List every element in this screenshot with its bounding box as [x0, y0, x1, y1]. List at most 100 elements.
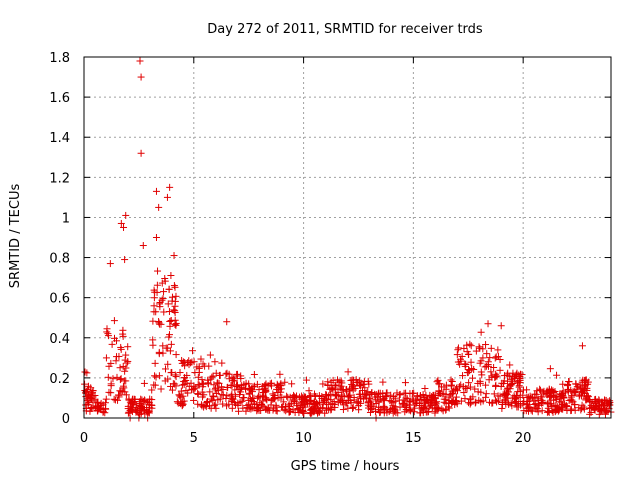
data-point: [154, 267, 162, 275]
data-point: [263, 396, 271, 404]
data-point: [112, 357, 120, 365]
data-point: [166, 183, 174, 191]
data-point: [168, 297, 176, 305]
data-point: [484, 361, 492, 369]
data-point: [303, 398, 311, 406]
data-point: [390, 405, 398, 413]
data-point: [465, 367, 473, 375]
data-point: [178, 381, 186, 389]
data-point: [233, 383, 241, 391]
data-point: [105, 388, 113, 396]
data-point: [567, 405, 575, 413]
data-point: [148, 401, 156, 409]
data-point: [166, 331, 174, 339]
data-point: [421, 384, 429, 392]
data-point: [531, 404, 539, 412]
data-point: [223, 384, 231, 392]
data-point: [281, 378, 289, 386]
data-point: [493, 398, 501, 406]
data-point: [218, 383, 226, 391]
data-point: [155, 203, 163, 211]
data-point: [89, 397, 97, 405]
data-point: [553, 371, 561, 379]
data-point: [197, 355, 205, 363]
data-point: [228, 404, 236, 412]
data-point: [214, 396, 222, 404]
data-point: [578, 342, 586, 350]
data-point: [239, 404, 247, 412]
data-point: [560, 400, 568, 408]
data-point: [501, 372, 509, 380]
data-point: [499, 391, 507, 399]
data-point: [497, 322, 505, 330]
data-point: [167, 340, 175, 348]
data-point: [214, 387, 222, 395]
data-point: [457, 381, 465, 389]
data-point: [318, 404, 326, 412]
data-point: [156, 298, 164, 306]
data-point: [589, 402, 597, 410]
data-point: [278, 403, 286, 411]
data-point: [215, 379, 223, 387]
data-point: [506, 385, 514, 393]
data-point: [152, 234, 160, 241]
data-point: [549, 408, 557, 416]
data-point: [466, 340, 474, 348]
data-point: [584, 392, 592, 400]
data-point: [258, 402, 266, 410]
data-point: [515, 382, 523, 390]
data-point: [338, 391, 346, 399]
data-point: [477, 368, 485, 376]
data-point: [273, 407, 281, 415]
data-point: [505, 400, 513, 408]
data-point: [85, 394, 93, 402]
data-point: [553, 392, 561, 400]
data-point: [311, 400, 319, 408]
data-point: [262, 386, 270, 394]
data-point: [232, 401, 240, 409]
data-point: [471, 385, 479, 393]
data-point: [436, 380, 444, 388]
data-point: [456, 360, 464, 368]
data-point: [153, 281, 161, 289]
data-point: [137, 410, 145, 418]
data-point: [107, 380, 115, 388]
x-tick-label: 5: [190, 431, 198, 446]
y-axis-label: SRMTID / TECUs: [8, 184, 23, 289]
data-point: [482, 362, 490, 370]
data-point: [262, 380, 270, 388]
data-point: [222, 370, 230, 378]
data-point: [172, 373, 180, 381]
data-point: [194, 390, 202, 398]
data-point: [164, 300, 172, 308]
data-point: [482, 341, 490, 349]
data-point: [467, 342, 475, 350]
data-point: [534, 408, 542, 416]
data-point: [514, 388, 522, 396]
data-point: [477, 388, 485, 396]
data-point: [245, 389, 253, 397]
data-point: [159, 295, 167, 303]
data-point: [376, 408, 384, 416]
data-point: [302, 376, 310, 384]
data-point: [267, 401, 275, 409]
data-point: [387, 391, 395, 399]
data-point: [477, 398, 485, 406]
x-tick-label: 20: [515, 431, 532, 446]
data-point: [280, 398, 288, 406]
data-point: [239, 394, 247, 402]
data-point: [466, 383, 474, 391]
data-point: [543, 400, 551, 408]
data-point: [459, 372, 467, 380]
data-point: [428, 404, 436, 412]
data-point: [489, 399, 497, 407]
data-point: [171, 307, 179, 315]
data-point: [237, 372, 245, 380]
data-point: [270, 392, 278, 400]
data-point: [190, 396, 198, 404]
data-point: [457, 357, 465, 365]
data-point: [164, 360, 172, 368]
data-point: [205, 362, 213, 370]
data-point: [218, 359, 226, 367]
data-point: [454, 387, 462, 395]
